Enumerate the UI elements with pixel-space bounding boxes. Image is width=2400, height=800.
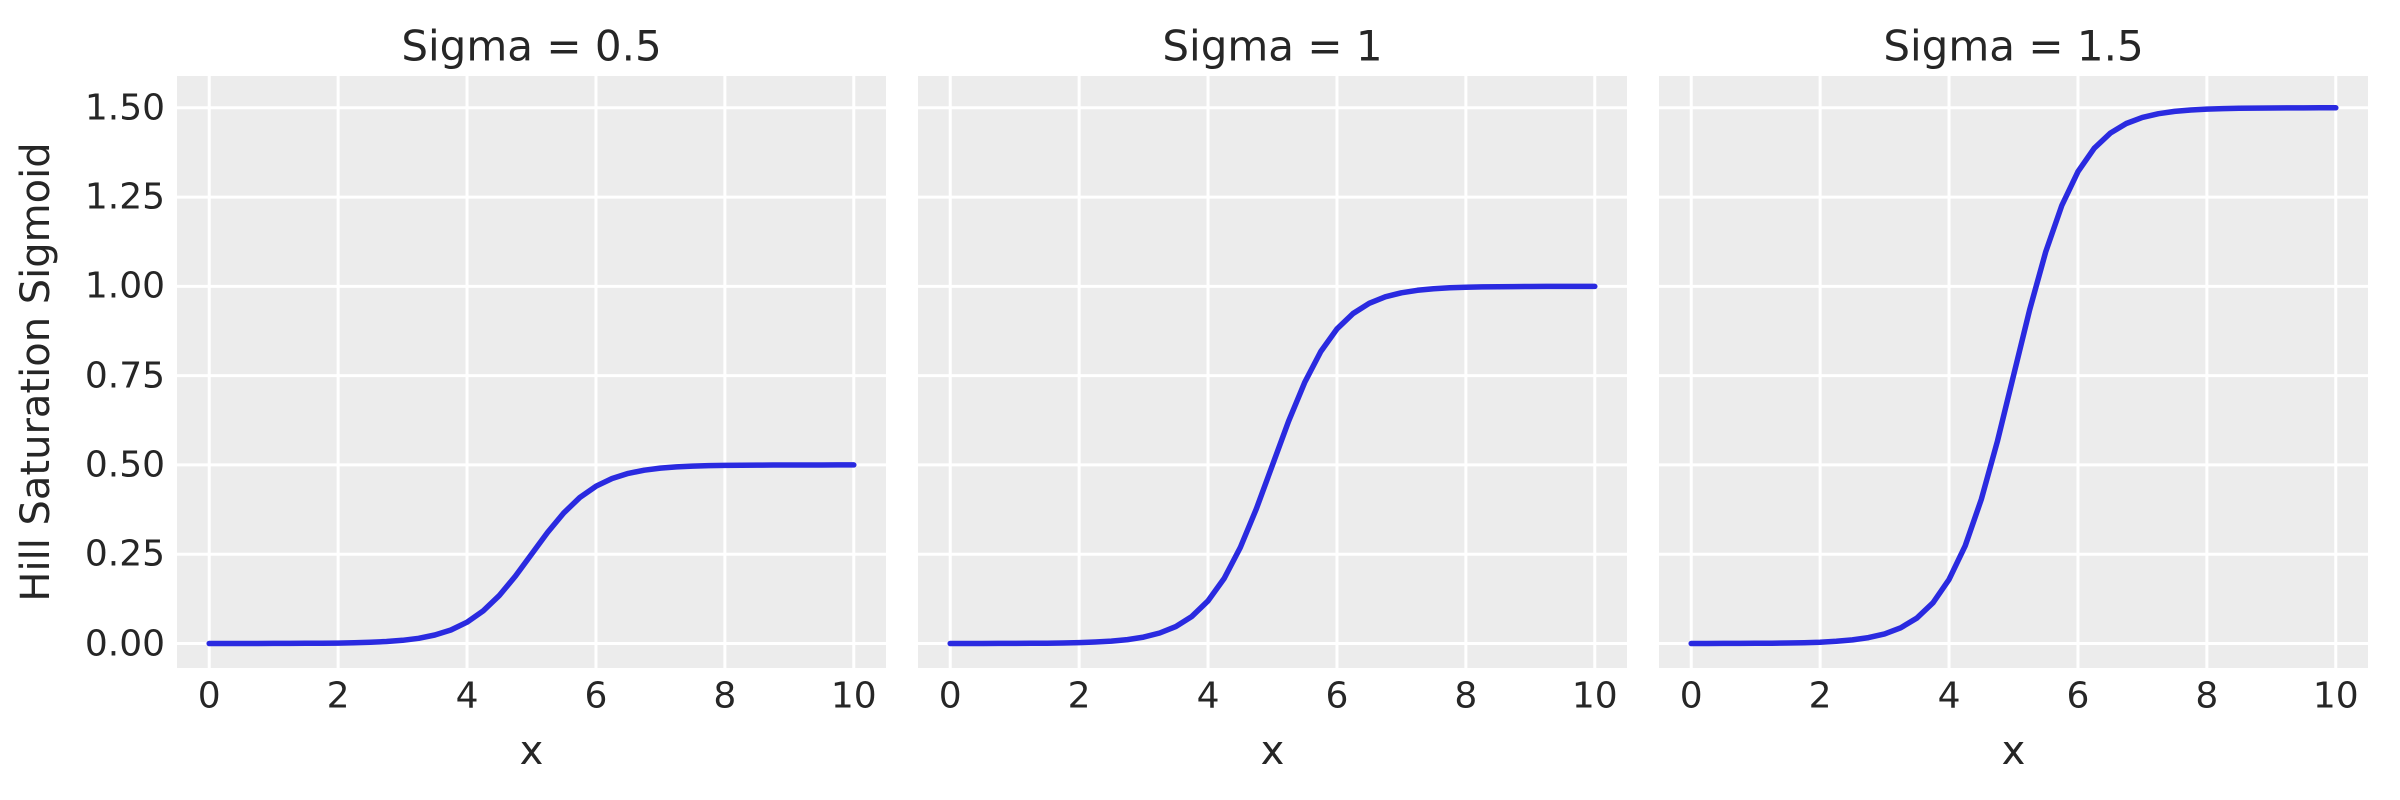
x-tick-label: 4 [1937,675,1961,717]
y-tick-label: 0.00 [84,623,165,664]
x-tick-label: 0 [197,675,221,717]
subplot-3-x-axis-label: x [2001,728,2026,774]
x-tick-label: 8 [2195,675,2219,717]
x-tick-label: 10 [2312,675,2359,717]
x-tick-label: 10 [830,675,877,717]
panel-background [177,76,886,668]
y-tick-label: 1.50 [84,87,165,129]
sigmoid-curve-sigma-1.5 [1688,105,2339,647]
x-tick-label: 10 [1571,675,1618,717]
y-tick-label: 1.25 [84,176,165,218]
x-tick-label: 8 [713,675,737,717]
subplot-1-x-axis-label: x [519,728,544,774]
x-tick-label: 8 [1454,675,1478,717]
subplot-2-title: Sigma = 1 [1162,21,1383,71]
y-tick-label: 0.75 [84,355,165,397]
x-tick-label: 4 [455,675,479,717]
x-tick-label: 4 [1196,675,1220,717]
y-tick-label: 1.00 [84,265,165,307]
y-tick-label: 0.25 [84,533,165,575]
x-tick-label: 2 [1808,675,1832,717]
x-tick-label: 0 [938,675,962,717]
sigmoid-curve-sigma-1 [947,283,1598,647]
y-axis-label: Hill Saturation Sigmoid [13,142,59,602]
subplot-2-x-axis-label: x [1260,728,1285,774]
x-tick-label: 6 [1325,675,1349,717]
x-tick-label: 2 [326,675,350,717]
panel-background [918,76,1627,668]
x-tick-label: 0 [1679,675,1703,717]
x-tick-label: 2 [1067,675,1091,717]
subplot-1-title: Sigma = 0.5 [401,21,662,71]
x-tick-label: 6 [2066,675,2090,717]
y-tick-label: 0.50 [84,444,165,486]
sigmoid-curve-sigma-0.5 [206,462,857,647]
x-tick-label: 6 [584,675,608,717]
subplot-3-title: Sigma = 1.5 [1883,21,2144,71]
